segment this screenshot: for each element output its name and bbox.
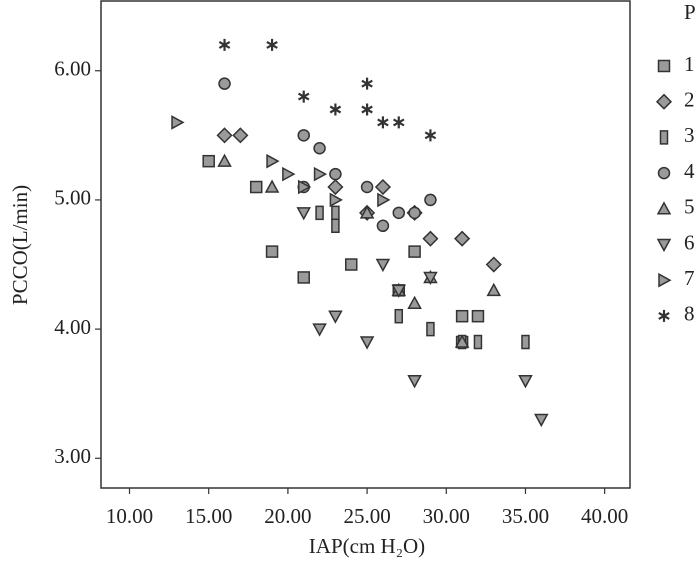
marker <box>218 77 231 90</box>
marker <box>329 167 342 181</box>
legend-label: 6 <box>684 230 695 254</box>
marker <box>408 206 421 220</box>
marker <box>264 179 280 193</box>
x-tick-label: 30.00 <box>423 504 470 528</box>
marker <box>297 129 310 142</box>
legend-title: P <box>684 0 696 24</box>
marker <box>315 205 324 221</box>
marker <box>249 180 263 194</box>
legend-marker <box>656 238 672 253</box>
legend-label: 1 <box>684 52 695 76</box>
marker <box>313 142 326 155</box>
marker <box>423 271 438 286</box>
marker <box>361 103 373 116</box>
legend-label: 2 <box>684 88 695 112</box>
plot-frame <box>100 0 631 489</box>
marker <box>296 207 311 221</box>
marker <box>359 205 375 219</box>
marker <box>361 77 373 90</box>
marker <box>408 245 421 258</box>
marker <box>426 321 435 337</box>
marker <box>454 334 470 348</box>
marker <box>313 166 328 182</box>
legend-label: 5 <box>684 195 695 219</box>
x-tick-label: 15.00 <box>185 504 232 528</box>
marker <box>266 38 278 51</box>
marker <box>282 166 296 182</box>
marker <box>486 282 502 297</box>
legend-marker <box>659 130 669 145</box>
marker <box>265 245 279 258</box>
marker <box>374 178 391 196</box>
marker <box>394 308 404 324</box>
marker <box>171 115 185 130</box>
marker <box>521 334 530 350</box>
marker <box>297 90 310 103</box>
marker <box>424 129 437 142</box>
x-tick-label: 20.00 <box>264 504 311 528</box>
marker <box>360 180 374 194</box>
marker <box>331 205 340 221</box>
x-axis-label: IAP(cm H₂O) <box>309 534 425 558</box>
marker <box>218 38 231 51</box>
legend-marker <box>656 201 672 215</box>
y-tick-label: 3.00 <box>54 444 91 468</box>
y-axis-label: PCCO(L/min) <box>8 185 32 305</box>
marker <box>422 230 439 247</box>
marker <box>331 218 340 234</box>
legend-label: 4 <box>684 159 695 183</box>
marker <box>202 154 215 168</box>
marker <box>377 192 391 208</box>
marker <box>376 219 390 233</box>
x-tick-label: 40.00 <box>581 504 628 528</box>
x-tick-label: 35.00 <box>502 504 549 528</box>
marker <box>518 375 533 389</box>
marker <box>266 153 280 169</box>
marker <box>344 258 358 271</box>
marker <box>473 334 483 350</box>
marker <box>454 230 471 247</box>
marker <box>216 127 233 144</box>
legend-label: 7 <box>684 266 695 290</box>
marker <box>392 206 406 220</box>
legend-marker <box>658 309 670 322</box>
marker <box>407 295 422 310</box>
marker <box>534 413 549 428</box>
marker <box>312 323 327 337</box>
marker <box>377 116 389 129</box>
marker <box>359 336 375 350</box>
legend-label: 8 <box>684 302 695 326</box>
marker <box>217 153 232 167</box>
marker <box>393 116 405 129</box>
marker <box>424 193 437 207</box>
marker <box>297 179 312 195</box>
y-tick-label: 5.00 <box>54 186 91 210</box>
y-tick-label: 6.00 <box>54 57 91 81</box>
legend-marker <box>658 272 672 288</box>
marker <box>328 310 343 324</box>
marker <box>329 103 342 116</box>
marker <box>471 309 485 323</box>
marker <box>232 127 249 144</box>
x-tick-label: 10.00 <box>106 504 153 528</box>
marker <box>407 375 422 389</box>
marker <box>485 256 502 273</box>
marker <box>391 284 407 298</box>
x-tick-label: 25.00 <box>343 504 390 528</box>
marker <box>327 178 344 196</box>
marker <box>455 309 469 323</box>
marker <box>329 192 343 208</box>
legend-marker <box>657 166 671 180</box>
marker <box>375 258 391 273</box>
legend-marker <box>655 93 673 110</box>
marker <box>297 271 310 284</box>
y-tick-label: 4.00 <box>54 315 91 339</box>
legend-marker <box>657 59 671 73</box>
legend-label: 3 <box>684 123 695 147</box>
